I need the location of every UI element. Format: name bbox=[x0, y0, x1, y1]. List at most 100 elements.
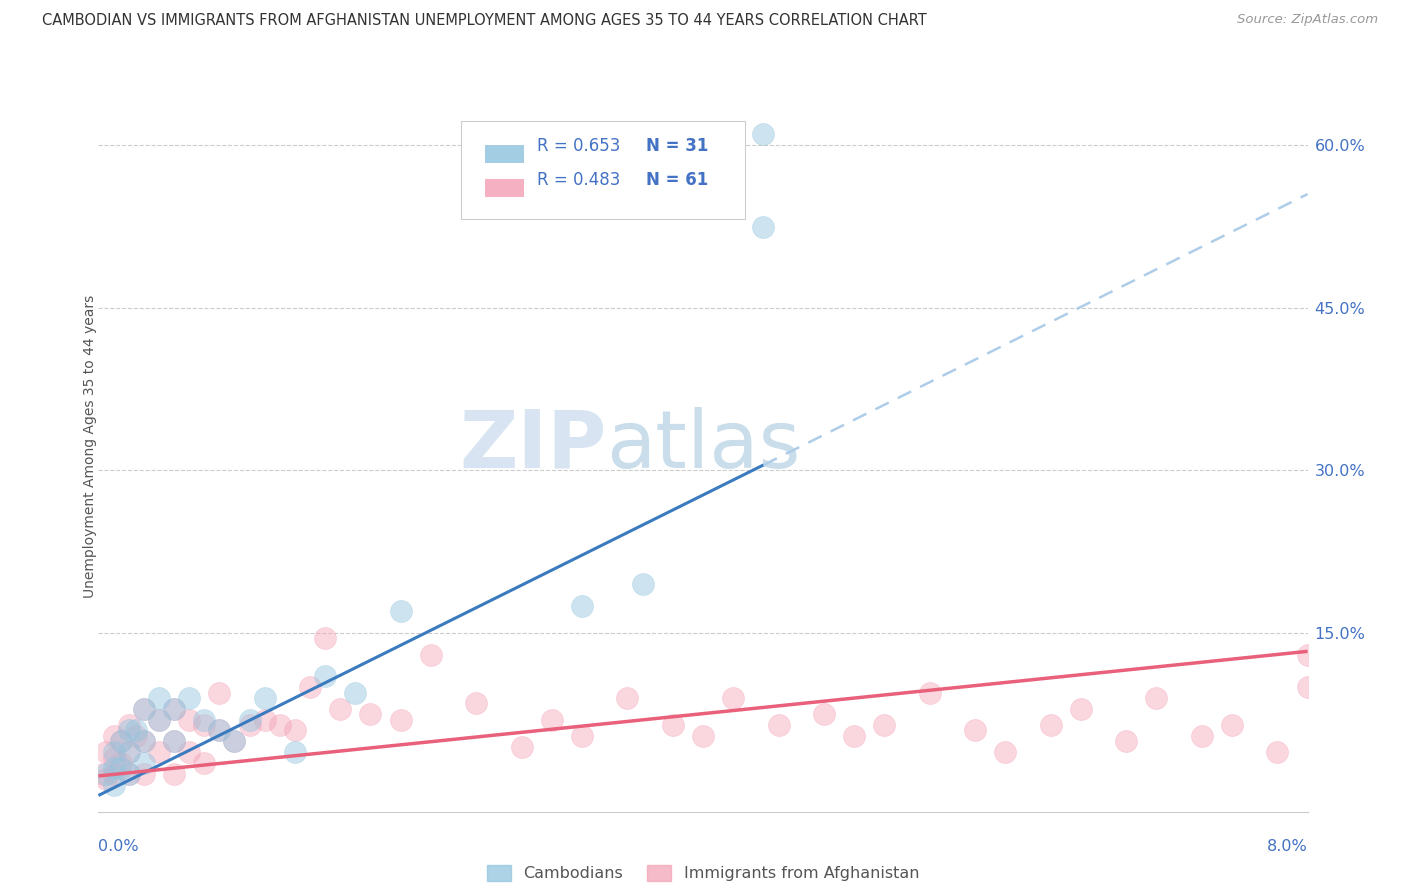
Point bbox=[163, 734, 186, 748]
Point bbox=[148, 745, 170, 759]
Point bbox=[510, 739, 533, 754]
Point bbox=[94, 772, 117, 787]
Point bbox=[1191, 729, 1213, 743]
Point bbox=[465, 697, 488, 711]
Point bbox=[208, 723, 231, 738]
Point bbox=[110, 756, 132, 770]
Point bbox=[118, 745, 141, 759]
Point bbox=[193, 718, 215, 732]
Point bbox=[571, 599, 593, 613]
Point bbox=[1146, 690, 1168, 705]
Point bbox=[94, 745, 117, 759]
Point bbox=[360, 707, 382, 722]
Point bbox=[118, 766, 141, 780]
Point bbox=[110, 761, 132, 775]
Point bbox=[1220, 718, 1243, 732]
Point bbox=[269, 718, 291, 732]
Point bbox=[208, 685, 231, 699]
Point bbox=[1070, 702, 1092, 716]
Point bbox=[125, 723, 148, 738]
Point bbox=[1115, 734, 1137, 748]
Point bbox=[344, 685, 367, 699]
Point bbox=[103, 729, 125, 743]
Point bbox=[692, 729, 714, 743]
Point bbox=[132, 734, 155, 748]
Text: Source: ZipAtlas.com: Source: ZipAtlas.com bbox=[1237, 13, 1378, 27]
Point bbox=[314, 632, 336, 646]
Point bbox=[768, 718, 790, 732]
Point bbox=[110, 734, 132, 748]
Point bbox=[118, 745, 141, 759]
Point bbox=[103, 766, 125, 780]
FancyBboxPatch shape bbox=[485, 145, 524, 163]
Point bbox=[118, 766, 141, 780]
Point bbox=[752, 128, 775, 142]
Text: N = 31: N = 31 bbox=[647, 137, 709, 155]
Point bbox=[541, 713, 564, 727]
Point bbox=[873, 718, 896, 732]
Point bbox=[208, 723, 231, 738]
Point bbox=[662, 718, 685, 732]
Point bbox=[389, 713, 412, 727]
Text: CAMBODIAN VS IMMIGRANTS FROM AFGHANISTAN UNEMPLOYMENT AMONG AGES 35 TO 44 YEARS : CAMBODIAN VS IMMIGRANTS FROM AFGHANISTAN… bbox=[42, 13, 927, 29]
Point bbox=[148, 690, 170, 705]
Point bbox=[103, 745, 125, 759]
Point bbox=[148, 713, 170, 727]
Text: ZIP: ZIP bbox=[458, 407, 606, 485]
Point bbox=[314, 669, 336, 683]
Point bbox=[132, 766, 155, 780]
Point bbox=[132, 702, 155, 716]
Point bbox=[148, 713, 170, 727]
Point bbox=[103, 778, 125, 792]
Point bbox=[1296, 680, 1319, 694]
Point bbox=[723, 690, 745, 705]
Point bbox=[179, 745, 201, 759]
Point bbox=[163, 734, 186, 748]
Point bbox=[224, 734, 246, 748]
Point bbox=[132, 734, 155, 748]
Point bbox=[239, 713, 262, 727]
Point bbox=[253, 713, 276, 727]
Y-axis label: Unemployment Among Ages 35 to 44 years: Unemployment Among Ages 35 to 44 years bbox=[83, 294, 97, 598]
Legend: Cambodians, Immigrants from Afghanistan: Cambodians, Immigrants from Afghanistan bbox=[481, 858, 925, 888]
Point bbox=[329, 702, 352, 716]
Text: N = 61: N = 61 bbox=[647, 171, 709, 189]
Point bbox=[179, 690, 201, 705]
Point bbox=[103, 750, 125, 764]
Point bbox=[1296, 648, 1319, 662]
Point bbox=[965, 723, 987, 738]
Point bbox=[631, 577, 654, 591]
Text: R = 0.483: R = 0.483 bbox=[537, 171, 620, 189]
FancyBboxPatch shape bbox=[461, 120, 745, 219]
Point bbox=[91, 766, 114, 780]
Point bbox=[132, 702, 155, 716]
Point bbox=[616, 690, 638, 705]
Point bbox=[284, 745, 307, 759]
Point bbox=[125, 729, 148, 743]
Text: 0.0%: 0.0% bbox=[98, 838, 139, 854]
Point bbox=[420, 648, 443, 662]
Point bbox=[1039, 718, 1062, 732]
Point bbox=[813, 707, 835, 722]
Point bbox=[163, 702, 186, 716]
Text: atlas: atlas bbox=[606, 407, 800, 485]
Text: 8.0%: 8.0% bbox=[1267, 838, 1308, 854]
Point bbox=[253, 690, 276, 705]
Point bbox=[94, 766, 117, 780]
Point bbox=[118, 723, 141, 738]
Point bbox=[239, 718, 262, 732]
Point bbox=[994, 745, 1017, 759]
Point bbox=[132, 756, 155, 770]
Point bbox=[918, 685, 941, 699]
Point bbox=[752, 219, 775, 234]
Point bbox=[163, 702, 186, 716]
Point bbox=[571, 729, 593, 743]
Point bbox=[103, 761, 125, 775]
Point bbox=[163, 766, 186, 780]
Text: R = 0.653: R = 0.653 bbox=[537, 137, 620, 155]
Point bbox=[118, 718, 141, 732]
Point bbox=[844, 729, 866, 743]
Point bbox=[179, 713, 201, 727]
FancyBboxPatch shape bbox=[485, 179, 524, 197]
Point bbox=[284, 723, 307, 738]
